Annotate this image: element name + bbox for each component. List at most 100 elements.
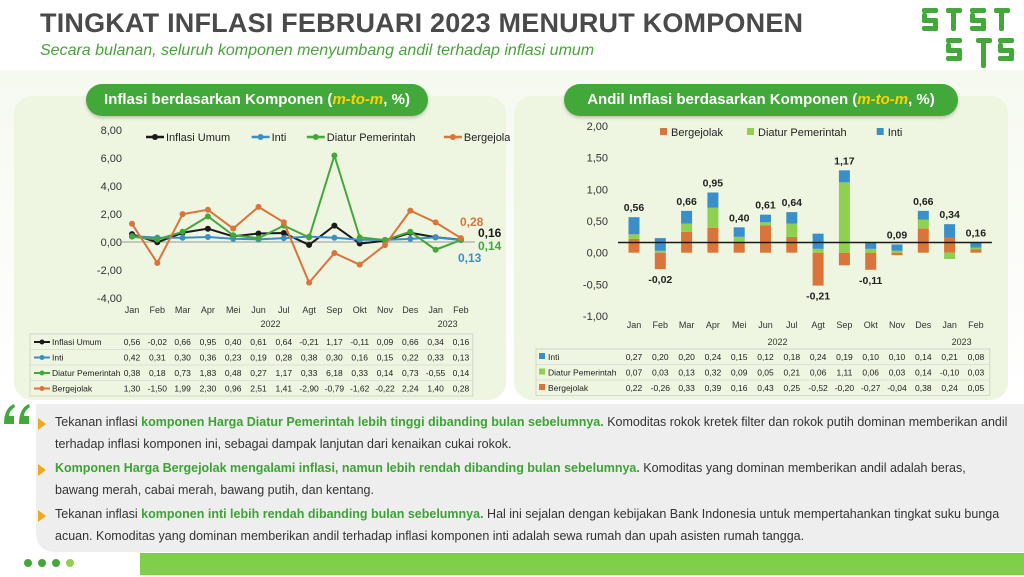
table-cell: 0,38 <box>915 383 932 393</box>
table-cell: -0,79 <box>325 384 345 394</box>
table-cell: 0,96 <box>225 384 242 394</box>
data-point <box>331 250 338 257</box>
page-title: TINGKAT INFLASI FEBRUARI 2023 MENURUT KO… <box>40 8 804 38</box>
table-cell: 1,11 <box>836 368 852 378</box>
bar-segment <box>707 192 719 208</box>
end-value-label: 0,28 <box>460 215 484 229</box>
year-label: 2023 <box>438 319 458 329</box>
x-tick-label: Mei <box>732 320 747 330</box>
table-cell: 0,07 <box>626 368 643 378</box>
table-legend-marker <box>39 355 45 360</box>
data-point <box>280 219 287 226</box>
x-tick-label: Sep <box>836 320 852 330</box>
bar-segment <box>707 227 719 253</box>
table-cell: 0,24 <box>810 352 827 362</box>
table-cell: -0,22 <box>375 384 395 394</box>
data-point <box>230 232 237 239</box>
bar-segment <box>628 238 640 253</box>
table-cell: 0,09 <box>377 337 394 347</box>
bullet-icon <box>38 418 46 430</box>
x-tick-label: Jul <box>786 320 798 330</box>
total-value-label: -0,02 <box>648 274 672 286</box>
table-cell: 1,99 <box>174 384 191 394</box>
bar-segment <box>628 234 640 239</box>
table-row-header: Bergejolak <box>52 384 93 394</box>
table-cell: 0,32 <box>705 368 722 378</box>
total-value-label: 0,56 <box>624 202 645 214</box>
data-point <box>230 225 237 232</box>
table-row-header: Inti <box>548 352 559 362</box>
table-cell: 0,16 <box>731 383 748 393</box>
table-cell: 0,21 <box>941 352 958 362</box>
data-point <box>356 261 363 268</box>
legend-label: Bergejolak <box>464 132 510 144</box>
table-cell: 0,30 <box>326 353 343 363</box>
table-legend-marker <box>39 339 45 345</box>
data-point <box>407 207 414 214</box>
paragraph-1: Tekanan inflasi komponen Harga Diatur Pe… <box>55 415 1008 451</box>
table-cell: 0,95 <box>200 337 217 347</box>
bar-segment <box>838 252 850 266</box>
bar-segment <box>917 219 929 229</box>
table-cell: 0,22 <box>402 353 419 363</box>
legend-swatch <box>747 128 754 135</box>
data-point <box>255 235 262 242</box>
bar-segment <box>970 242 982 248</box>
bar-segment <box>917 228 929 253</box>
table-cell: -0,27 <box>861 383 881 393</box>
bar-segment <box>733 236 745 243</box>
bar-segment <box>654 252 666 270</box>
x-tick-label: Apr <box>706 320 720 330</box>
bar-segment <box>891 250 903 253</box>
bar-segment <box>681 223 693 232</box>
data-point <box>432 234 439 241</box>
table-cell: 1,41 <box>276 384 293 394</box>
y-tick-label: 6,00 <box>101 153 122 165</box>
y-tick-label: -4,00 <box>97 293 122 305</box>
bar-segment <box>786 212 798 224</box>
legend-swatch <box>876 128 884 135</box>
legend-swatch <box>660 128 667 135</box>
total-value-label: 1,17 <box>834 155 855 167</box>
year-label: 2022 <box>260 319 280 329</box>
table-cell: 0,56 <box>124 337 141 347</box>
table-cell: 0,28 <box>453 384 470 394</box>
data-point <box>382 242 388 249</box>
year-label: 2023 <box>952 337 972 347</box>
bar-segment <box>733 242 745 253</box>
x-tick-label: Des <box>915 320 932 330</box>
table-cell: 0,64 <box>276 337 293 347</box>
bar-segment <box>891 244 903 251</box>
bar-chart: 2,00 1,50 1,00 0,50 0,00 -0,50 -1,00 Bergejolak… <box>535 121 992 396</box>
bullet-icon <box>38 464 46 476</box>
data-point <box>432 219 439 226</box>
paragraph-2: Komponen Harga Bergejolak mengalami infl… <box>55 461 966 497</box>
table-cell: -0,21 <box>299 337 319 347</box>
bar-segment <box>786 223 798 237</box>
table-legend-swatch <box>539 353 545 359</box>
x-tick-label: Okt <box>864 320 879 330</box>
x-tick-label: Okt <box>353 305 368 315</box>
legend-marker <box>312 134 319 140</box>
table-cell: 0,33 <box>351 368 368 378</box>
table-cell: 0,10 <box>889 352 906 362</box>
table-row-header: Bergejolak <box>548 383 589 393</box>
table-cell: 0,03 <box>889 368 906 378</box>
table-cell: 0,06 <box>810 368 827 378</box>
y-tick-label: 1,00 <box>587 184 608 196</box>
data-point <box>129 233 135 240</box>
bar-segment <box>891 252 903 256</box>
total-value-label: 0,95 <box>703 178 724 190</box>
table-cell: 6,18 <box>326 368 343 378</box>
bar-segment <box>812 252 824 286</box>
table-cell: -0,04 <box>887 383 907 393</box>
x-tick-label: Jun <box>758 320 773 330</box>
quote-icon <box>4 404 30 424</box>
table-cell: 1,40 <box>427 384 444 394</box>
total-value-label: 0,66 <box>913 196 934 208</box>
table-cell: 0,24 <box>705 352 722 362</box>
table-row-header: Diatur Pemerintah <box>548 368 617 378</box>
table-row-header: Diatur Pemerintah <box>52 368 121 378</box>
bar-segment <box>865 252 877 270</box>
x-tick-label: Jan <box>125 305 140 315</box>
